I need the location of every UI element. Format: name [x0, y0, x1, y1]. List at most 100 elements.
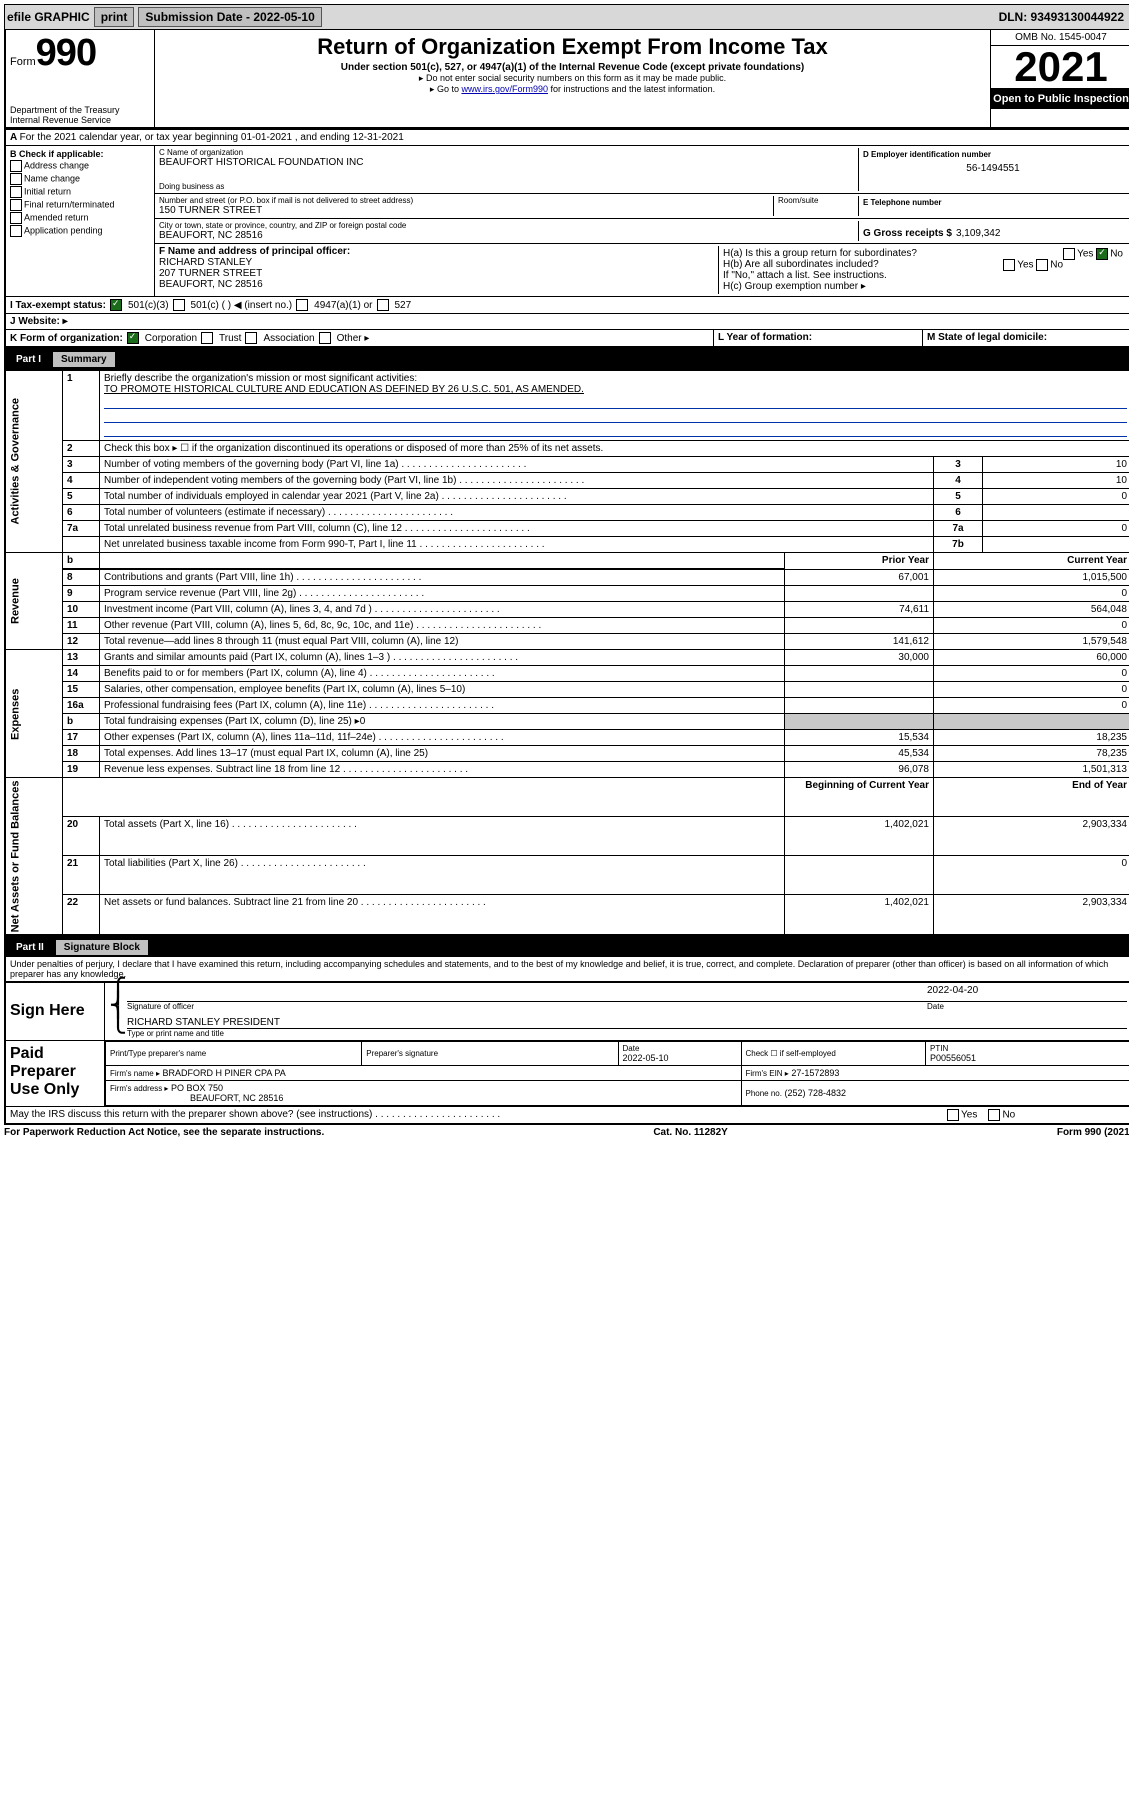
chk-app-pending[interactable]: Application pending [10, 225, 150, 237]
ptin-value: P00556051 [930, 1053, 1126, 1063]
line1-num: 1 [63, 370, 100, 441]
chk-other[interactable] [319, 332, 331, 344]
org-address: 150 TURNER STREET [159, 205, 773, 216]
form-990-num: 990 [36, 32, 96, 74]
h-c: H(c) Group exemption number ▸ [723, 281, 1123, 292]
officer-addr: 207 TURNER STREET [159, 268, 718, 279]
sign-date-label: Date [927, 1002, 1127, 1011]
summary-table: Activities & Governance 1 Briefly descri… [4, 369, 1129, 936]
exp-row-17: 17Other expenses (Part IX, column (A), l… [5, 730, 1129, 746]
gov-row-5: 5 Total number of individuals employed i… [5, 489, 1129, 505]
print-button[interactable]: print [94, 7, 135, 27]
part-1-title: Summary [53, 352, 115, 367]
sign-date-value: 2022-04-20 [927, 985, 1127, 1001]
brace-icon: ⎧⎨⎩ [109, 985, 127, 1038]
tax-year: 2021 [991, 46, 1129, 89]
opt-527: 527 [395, 300, 412, 311]
form-ref: Form 990 (2021) [1057, 1127, 1129, 1138]
sign-here-label: Sign Here [6, 983, 105, 1040]
topbar-spacer [326, 15, 995, 19]
discuss-no-chk[interactable] [988, 1109, 1000, 1121]
firm-ein: 27-1572893 [791, 1068, 839, 1078]
chk-name-change[interactable]: Name change [10, 173, 150, 185]
rev-row-8: 8Contributions and grants (Part VIII, li… [5, 569, 1129, 586]
open-public-badge: Open to Public Inspection [991, 89, 1129, 109]
exp-row-14: 14Benefits paid to or for members (Part … [5, 666, 1129, 682]
exp-row-15: 15Salaries, other compensation, employee… [5, 682, 1129, 698]
part-1-header: Part I Summary [4, 348, 1129, 369]
firm-addr1: PO BOX 750 [171, 1083, 223, 1093]
part-2-num: Part II [10, 940, 50, 955]
header-left: Form990 Department of the Treasury Inter… [6, 30, 155, 127]
firm-addr-label: Firm's address ▸ [110, 1084, 168, 1093]
firm-name: BRADFORD H PINER CPA PA [163, 1068, 286, 1078]
tax-exempt-label: I Tax-exempt status: [10, 300, 106, 311]
box-b: B Check if applicable: Address change Na… [6, 146, 155, 296]
box-cd: C Name of organization BEAUFORT HISTORIC… [155, 146, 1129, 296]
current-year-header: Current Year [934, 553, 1129, 570]
opt-trust: Trust [219, 333, 241, 344]
form-header: Form990 Department of the Treasury Inter… [4, 30, 1129, 129]
header-right: OMB No. 1545-0047 2021 Open to Public In… [990, 30, 1129, 127]
gov-row-7a: 7a Total unrelated business revenue from… [5, 521, 1129, 537]
year-formation-label: L Year of formation: [718, 332, 812, 343]
rev-row-9: 9Program service revenue (Part VIII, lin… [5, 586, 1129, 602]
part-1-num: Part I [10, 352, 47, 367]
chk-amended[interactable]: Amended return [10, 212, 150, 224]
opt-501c: 501(c) ( ) ◀ (insert no.) [191, 300, 293, 311]
mission-text: TO PROMOTE HISTORICAL CULTURE AND EDUCAT… [104, 384, 1127, 395]
line-j: J Website: ▸ [6, 313, 1129, 329]
website-label: J Website: ▸ [10, 316, 68, 327]
ptin-label: PTIN [930, 1044, 1126, 1053]
form-note2: ▸ Go to www.irs.gov/Form990 for instruct… [159, 84, 986, 95]
form-subtitle: Under section 501(c), 527, or 4947(a)(1)… [159, 62, 986, 73]
chk-4947[interactable] [296, 299, 308, 311]
discuss-yes-chk[interactable] [947, 1109, 959, 1121]
line1-cell: Briefly describe the organization's miss… [100, 370, 1129, 441]
chk-501c3[interactable] [110, 299, 122, 311]
gov-row-7b: Net unrelated business taxable income fr… [5, 537, 1129, 553]
header-center: Return of Organization Exempt From Incom… [155, 30, 990, 127]
org-name: BEAUFORT HISTORICAL FOUNDATION INC [159, 157, 858, 168]
vert-governance: Activities & Governance [5, 370, 63, 553]
phone-label: E Telephone number [863, 198, 1123, 207]
dln: DLN: 93493130044922 [999, 10, 1129, 24]
gov-row-4: 4 Number of independent voting members o… [5, 473, 1129, 489]
vert-revenue: Revenue [5, 553, 63, 650]
firm-phone: (252) 728-4832 [785, 1088, 847, 1098]
discuss-question: May the IRS discuss this return with the… [10, 1109, 947, 1120]
firm-addr2: BEAUFORT, NC 28516 [110, 1093, 283, 1103]
gov-row-6: 6 Total number of volunteers (estimate i… [5, 505, 1129, 521]
box-b-title: B Check if applicable: [10, 149, 150, 159]
form-number: Form990 [10, 32, 150, 75]
chk-527[interactable] [377, 299, 389, 311]
chk-501c[interactable] [173, 299, 185, 311]
opt-4947: 4947(a)(1) or [314, 300, 372, 311]
gross-receipts-value: 3,109,342 [956, 228, 1001, 239]
note2-suffix: for instructions and the latest informat… [548, 84, 715, 94]
exp-row-16a: 16aProfessional fundraising fees (Part I… [5, 698, 1129, 714]
prep-sig-label: Preparer's signature [366, 1049, 613, 1058]
city-label: City or town, state or province, country… [159, 221, 858, 230]
chk-final-return[interactable]: Final return/terminated [10, 199, 150, 211]
form-word: Form [10, 56, 36, 68]
end-year-header: End of Year [934, 778, 1129, 817]
rev-row-12: 12Total revenue—add lines 8 through 11 (… [5, 634, 1129, 650]
line2-num: 2 [63, 441, 100, 457]
state-domicile-label: M State of legal domicile: [927, 332, 1047, 343]
gross-receipts-label: G Gross receipts $ [863, 228, 952, 239]
form-title: Return of Organization Exempt From Incom… [159, 34, 986, 60]
part-2-header: Part II Signature Block [4, 936, 1129, 957]
discuss-yes: Yes [961, 1109, 977, 1120]
chk-trust[interactable] [201, 332, 213, 344]
form-note1: ▸ Do not enter social security numbers o… [159, 73, 986, 84]
chk-corp[interactable] [127, 332, 139, 344]
chk-address-change[interactable]: Address change [10, 160, 150, 172]
chk-assoc[interactable] [245, 332, 257, 344]
chk-initial-return[interactable]: Initial return [10, 186, 150, 198]
dept-treasury: Department of the Treasury [10, 105, 150, 115]
vert-expenses: Expenses [5, 650, 63, 778]
prep-date-value: 2022-05-10 [623, 1053, 737, 1063]
irs-link[interactable]: www.irs.gov/Form990 [461, 84, 548, 94]
part-2-title: Signature Block [56, 940, 148, 955]
